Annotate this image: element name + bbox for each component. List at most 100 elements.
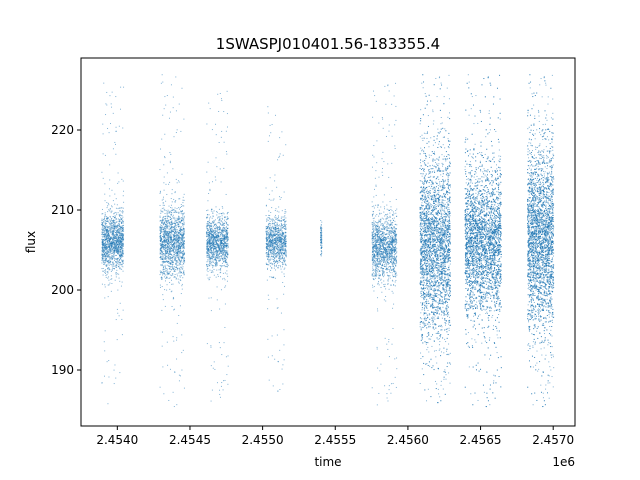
data-point [282,243,284,245]
data-point [221,206,223,208]
data-point [109,269,111,271]
data-point [285,249,287,251]
data-point [163,207,165,209]
data-point [182,235,184,237]
data-point [183,274,185,276]
data-point [213,230,215,232]
data-point [105,245,107,247]
data-point [119,234,121,236]
data-point [220,238,222,240]
data-point [172,107,174,109]
data-point [217,235,219,237]
data-point [168,277,170,279]
data-point [225,259,227,261]
data-point [122,262,124,264]
data-point [272,227,274,229]
data-point [266,254,268,256]
data-point [179,234,181,236]
data-point [117,182,119,184]
data-point [281,224,283,226]
data-point [110,220,112,222]
data-point [280,266,282,268]
data-point [161,258,163,260]
data-point [120,218,122,220]
data-point [210,258,212,260]
data-point [273,250,275,252]
data-point [159,191,161,193]
data-point [119,237,121,239]
data-point [161,229,163,231]
data-point [273,220,275,222]
data-point [170,211,172,213]
data-point [225,151,227,153]
data-point [224,236,226,238]
data-point [180,238,182,240]
data-point [226,233,228,235]
data-point [225,245,227,247]
data-point [163,216,165,218]
data-point [173,238,175,240]
data-point [277,226,279,228]
data-point [226,257,228,259]
data-point [165,104,167,106]
data-point [110,249,112,251]
data-point [112,262,114,264]
data-point [115,240,117,242]
data-point [169,281,171,283]
data-point [222,224,224,226]
data-point [206,253,208,255]
data-point [206,243,208,245]
data-point [278,238,280,240]
data-point [109,164,111,166]
data-point [160,219,162,221]
data-point [176,249,178,251]
data-point [274,261,276,263]
data-point [207,240,208,242]
data-point [102,256,104,258]
data-point [180,239,182,241]
data-point [220,276,222,278]
data-point [116,269,118,271]
data-point [110,221,112,223]
data-point [160,231,162,233]
data-point [207,223,209,225]
data-point [117,208,119,210]
data-point [119,244,121,246]
data-point [282,248,284,250]
data-point [183,237,185,239]
data-point [160,258,162,260]
data-point [101,235,103,237]
data-point [178,232,180,234]
data-point [106,250,108,252]
data-point [206,247,208,249]
data-point [174,258,176,260]
data-point [178,380,180,382]
data-point [162,258,164,260]
data-point [208,240,210,242]
data-point [174,234,176,236]
data-point [213,268,215,270]
data-point [214,233,216,235]
data-point [223,229,225,231]
data-point [120,228,122,230]
data-point [118,237,120,239]
data-point [223,342,225,344]
data-point [223,380,225,382]
data-point [170,232,172,234]
data-point [174,229,176,231]
data-point [285,227,287,229]
data-point [275,238,277,240]
data-point [273,232,275,234]
data-point [107,233,109,235]
data-point [221,247,223,249]
data-point [270,228,272,230]
data-point [112,257,114,259]
data-point [160,232,162,234]
data-point [221,244,223,246]
data-point [174,201,176,203]
data-point [104,232,106,234]
data-point [161,227,163,229]
data-point [119,238,121,240]
data-point [178,218,180,220]
data-point [159,215,161,217]
